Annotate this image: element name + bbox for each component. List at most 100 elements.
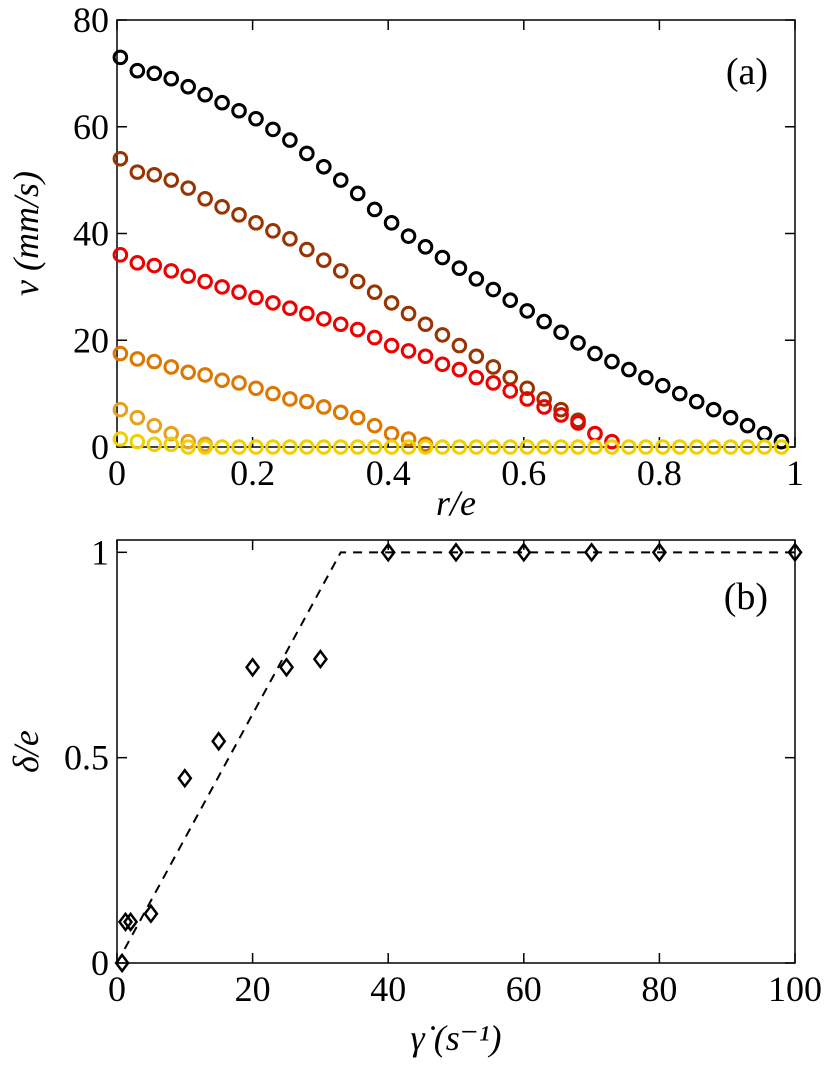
- x-tick-label: 40: [370, 969, 406, 1009]
- data-point: [349, 321, 366, 338]
- data-point: [299, 305, 315, 322]
- data-point: [383, 215, 400, 231]
- data-point: [654, 377, 671, 394]
- data-point: [400, 431, 417, 447]
- data-point: [434, 439, 451, 455]
- data-point: [282, 439, 298, 455]
- data-point: [282, 132, 298, 148]
- data-point: [773, 433, 790, 450]
- data-point: [265, 439, 281, 455]
- data-point: [146, 436, 163, 453]
- data-point: [349, 409, 366, 426]
- data-point: [651, 542, 667, 563]
- data-point: [231, 439, 247, 455]
- data-point: [383, 439, 400, 455]
- data-point: [434, 249, 451, 266]
- data-point: [417, 239, 434, 255]
- data-point: [417, 348, 434, 365]
- data-point: [231, 207, 247, 223]
- data-point: [584, 542, 600, 563]
- x-tick-label: 20: [235, 969, 271, 1009]
- data-point: [417, 439, 434, 455]
- data-point: [265, 223, 281, 239]
- data-point: [180, 268, 196, 285]
- data-point: [502, 439, 519, 455]
- data-point: [638, 369, 654, 386]
- data-point: [739, 417, 756, 434]
- data-point: [163, 263, 180, 279]
- data-point: [245, 657, 261, 678]
- data-point: [536, 439, 552, 455]
- data-point: [265, 295, 281, 311]
- data-point: [553, 407, 569, 423]
- data-point: [146, 353, 163, 370]
- data-point: [722, 439, 739, 455]
- x-tick-label: 60: [506, 969, 542, 1009]
- data-point: [315, 252, 332, 268]
- data-point: [434, 356, 451, 373]
- data-point: [180, 180, 196, 196]
- data-point: [773, 439, 790, 455]
- data-point: [587, 345, 603, 362]
- data-point: [654, 439, 671, 455]
- data-point: [383, 337, 400, 354]
- y-tick-label: 80: [73, 0, 109, 40]
- data-point: [112, 401, 129, 418]
- data-point: [366, 329, 383, 346]
- data-point: [278, 657, 295, 678]
- data-point: [502, 383, 519, 399]
- data-point: [231, 284, 247, 301]
- data-point: [197, 273, 213, 290]
- data-point: [248, 110, 264, 127]
- data-point: [129, 164, 146, 180]
- data-point: [366, 201, 383, 218]
- y-tick-label: 20: [73, 320, 109, 360]
- y-axis-label: v (mm/s): [6, 171, 46, 296]
- data-point: [688, 393, 705, 410]
- data-point: [214, 372, 230, 389]
- data-point: [502, 292, 519, 309]
- data-point: [214, 94, 230, 111]
- data-point: [180, 364, 196, 381]
- data-point: [570, 439, 586, 455]
- x-tick-label: 100: [768, 969, 822, 1009]
- data-point: [451, 337, 468, 354]
- data-point: [349, 185, 366, 202]
- data-point: [163, 359, 180, 375]
- y-tick-label: 40: [73, 214, 109, 254]
- data-point: [383, 295, 400, 311]
- data-point: [112, 49, 129, 66]
- plot: 0 20 40 60 80 0 0.2 0.4 0.6 0.8 1 r/e v (mm/s) (a): [6, 0, 804, 523]
- data-point: [604, 433, 620, 450]
- y-tick-label: 0.5: [64, 738, 109, 778]
- data-point: [332, 172, 349, 188]
- data-point: [468, 369, 485, 386]
- data-point: [146, 417, 163, 434]
- data-point: [214, 439, 230, 455]
- data-point: [671, 385, 688, 402]
- x-tick-label: 1: [786, 453, 804, 493]
- data-point: [146, 65, 163, 82]
- data-point: [536, 399, 552, 415]
- data-point: [451, 361, 468, 378]
- x-tick-label: 80: [641, 969, 677, 1009]
- data-point: [349, 273, 366, 290]
- data-point: [315, 311, 332, 327]
- data-point: [129, 409, 146, 426]
- data-point: [299, 241, 315, 258]
- data-point: [400, 305, 417, 322]
- data-point: [400, 439, 417, 455]
- x-tick-label: 0: [108, 969, 126, 1009]
- data-point: [163, 436, 180, 453]
- data-point: [112, 247, 129, 263]
- data-point: [197, 367, 213, 383]
- data-point: [604, 439, 620, 455]
- data-point: [143, 903, 159, 924]
- data-point: [129, 351, 146, 367]
- data-point: [553, 439, 569, 455]
- data-point: [604, 353, 620, 370]
- data-point: [312, 649, 328, 670]
- data-point: [448, 542, 464, 563]
- plot-frame: [116, 539, 796, 964]
